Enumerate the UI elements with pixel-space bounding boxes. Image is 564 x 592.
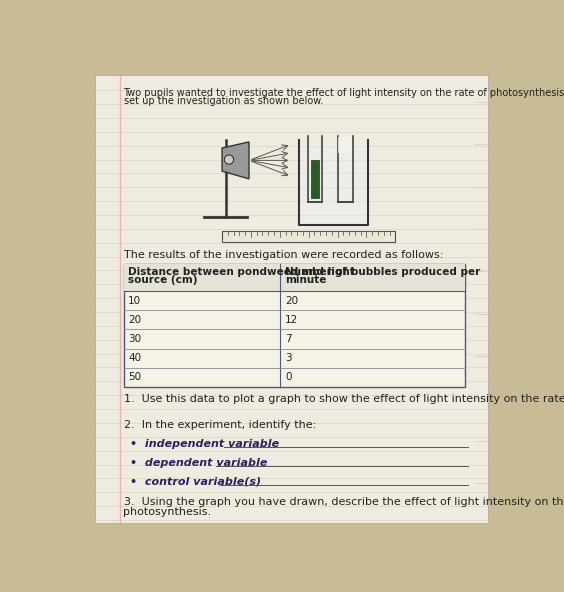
Text: The results of the investigation were recorded as follows:: The results of the investigation were re…	[124, 250, 443, 260]
Text: Number of bubbles produced per: Number of bubbles produced per	[285, 266, 481, 276]
Text: 0: 0	[285, 372, 292, 382]
Bar	[311, 160, 319, 198]
Text: •  control variable(s): • control variable(s)	[130, 477, 262, 487]
Bar	[124, 263, 465, 387]
Text: Distance between pondweed and light: Distance between pondweed and light	[128, 266, 355, 276]
Text: 40: 40	[128, 353, 141, 363]
Bar	[222, 231, 395, 242]
Text: 50: 50	[128, 372, 141, 382]
Text: 20: 20	[128, 315, 141, 325]
Text: 20: 20	[285, 296, 298, 306]
Bar	[338, 137, 352, 153]
Text: 3: 3	[285, 353, 292, 363]
Text: •  independent variable: • independent variable	[130, 439, 280, 449]
Text: 12: 12	[285, 315, 298, 325]
Text: set up the investigation as shown below.: set up the investigation as shown below.	[124, 96, 323, 106]
Text: 3.  Using the graph you have drawn, describe the effect of light intensity on th: 3. Using the graph you have drawn, descr…	[124, 497, 564, 507]
Text: 7: 7	[285, 334, 292, 344]
Text: •  dependent variable: • dependent variable	[130, 458, 268, 468]
Text: minute: minute	[285, 275, 327, 285]
Bar	[300, 144, 368, 224]
Text: Two pupils wanted to investigate the effect of light intensity on the rate of ph: Two pupils wanted to investigate the eff…	[124, 88, 564, 98]
Bar	[124, 263, 465, 291]
Circle shape	[224, 155, 233, 164]
Text: 10: 10	[128, 296, 141, 306]
Text: 2.  In the experiment, identify the:: 2. In the experiment, identify the:	[124, 420, 316, 430]
Text: photosynthesis.: photosynthesis.	[124, 507, 212, 517]
Text: 30: 30	[128, 334, 141, 344]
Text: source (cm): source (cm)	[128, 275, 197, 285]
Polygon shape	[222, 142, 249, 179]
Text: 1.  Use this data to plot a graph to show the effect of light intensity on the r: 1. Use this data to plot a graph to show…	[124, 394, 564, 404]
